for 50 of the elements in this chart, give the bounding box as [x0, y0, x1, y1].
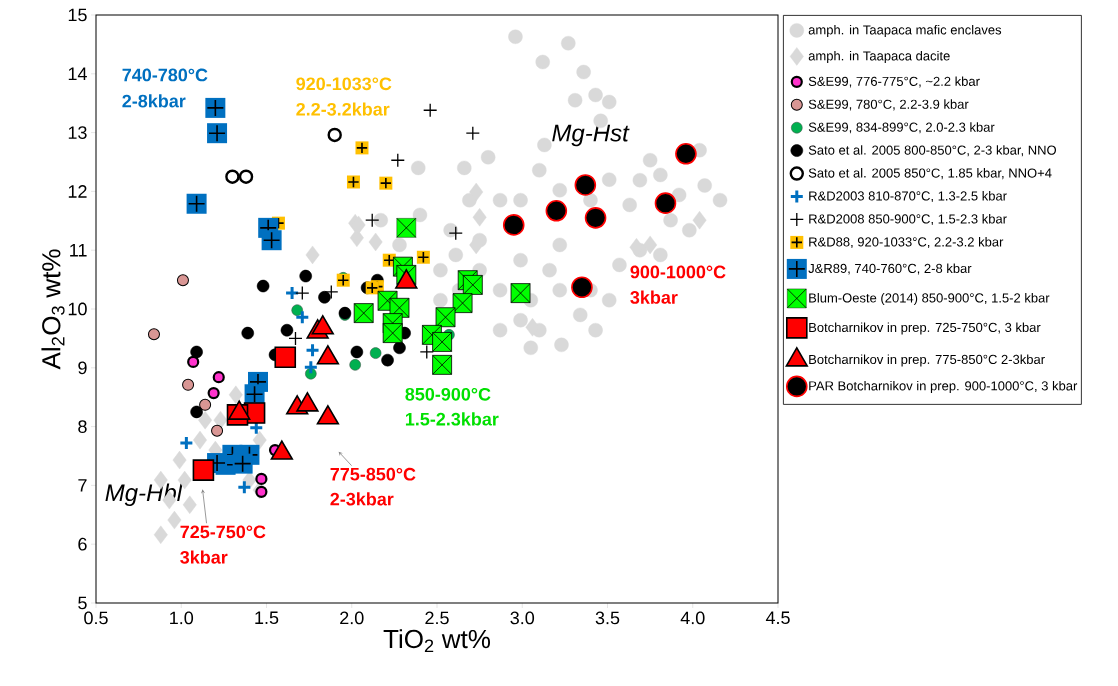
x-axis-title: TiO$_{2}$ wt% [383, 629, 491, 653]
annotation: 920-1033°C [296, 77, 392, 91]
legend-label: S&E99, 776-775°C, ~2.2 kbar [808, 76, 980, 88]
y-tick-label: 14 [68, 67, 87, 80]
annotation: 740-780°C [122, 68, 208, 82]
y-tick-label: 12 [68, 185, 87, 198]
legend-label: S&E99, 834-899°C, 2.0-2.3 kbar [808, 122, 995, 134]
legend-label: amph. in Taapaca dacite [808, 50, 950, 64]
x-tick-label: 2.5 [425, 611, 449, 625]
y-axis-title: Al$_{2}$O$_{3}$ wt% [41, 249, 65, 370]
y-tick-label: 8 [78, 420, 87, 433]
x-tick-label: 2.0 [340, 611, 364, 625]
y-tick-label: 5 [78, 596, 87, 610]
y-tick-label: 6 [78, 537, 87, 551]
annotation: Mg-Hst [552, 124, 630, 147]
legend-label: Sato et al. 2005 800-850°C, 2-3 kbar, NNO [808, 145, 1057, 157]
y-tick-label: 9 [78, 361, 87, 375]
legend-label: Botcharnikov in prep. 775-850°C 2-3kbar [809, 354, 1045, 367]
annotation: 3kbar [630, 290, 678, 304]
legend-label: Blum-Oeste (2014) 850-900°C, 1.5-2 kbar [809, 292, 1050, 306]
y-tick-label: 11 [70, 244, 87, 257]
annotation: 1.5-2.3kbar [405, 412, 499, 426]
annotation: 2-8kbar [122, 94, 186, 108]
legend-label: amph. in Taapaca mafic enclaves [808, 24, 1002, 38]
legend-label: R&D2008 850-900°C, 1.5-2.3 kbar [809, 213, 1007, 226]
annotation: 775-850°C [330, 467, 416, 481]
annotation: 900-1000°C [630, 265, 726, 279]
x-tick-label: 3.0 [510, 611, 535, 625]
legend-label: PAR Botcharnikov in prep. 900-1000°C, 3 kbar [809, 380, 1078, 394]
x-tick-label: 4.0 [680, 611, 705, 625]
legend-label: J&R89, 740-760°C, 2-8 kbar [808, 263, 972, 275]
x-tick-label: 0.5 [84, 611, 108, 625]
annotation: 850-900°C [405, 387, 491, 401]
y-tick-label: 10 [68, 302, 87, 316]
x-tick-label: 1.5 [255, 611, 279, 625]
annotation: 3kbar [180, 550, 228, 564]
legend-label: Sato et al. 2005 850°C, 1.85 kbar, NNO+4 [808, 168, 1052, 180]
x-tick-label: 4.5 [765, 611, 790, 625]
x-tick-label: 1.0 [170, 611, 194, 625]
legend-label: R&D88, 920-1033°C, 2.2-3.2 kbar [809, 236, 1004, 249]
legend-label: R&D2003 810-870°C, 1.3-2.5 kbar [809, 191, 1007, 203]
annotation: 2.2-3.2kbar [296, 102, 390, 116]
annotation: 725-750°C [180, 525, 266, 539]
y-tick-label: 13 [68, 126, 87, 139]
x-tick-label: 3.5 [595, 611, 620, 625]
annotation: 2-3kbar [330, 492, 394, 506]
y-tick-label: 7 [78, 479, 87, 492]
y-tick-label: 15 [68, 8, 87, 22]
legend-label: Botcharnikov in prep. 725-750°C, 3 kbar [809, 322, 1041, 335]
legend-label: S&E99, 780°C, 2.2-3.9 kbar [808, 99, 969, 111]
